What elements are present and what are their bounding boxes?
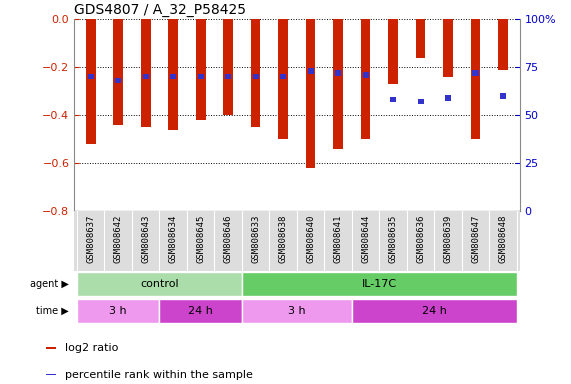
Text: GSM808636: GSM808636 xyxy=(416,214,425,263)
Text: GSM808646: GSM808646 xyxy=(224,214,233,263)
Bar xyxy=(443,19,453,77)
Bar xyxy=(472,70,478,76)
Text: percentile rank within the sample: percentile rank within the sample xyxy=(65,370,252,380)
Bar xyxy=(198,74,204,79)
Bar xyxy=(170,74,176,79)
Bar xyxy=(223,19,233,115)
Bar xyxy=(115,78,122,83)
Bar xyxy=(471,19,480,139)
Bar xyxy=(143,74,149,79)
Bar xyxy=(390,97,396,103)
Bar xyxy=(159,299,242,323)
Bar xyxy=(77,299,159,323)
Bar xyxy=(251,19,260,127)
Text: GSM808640: GSM808640 xyxy=(306,214,315,263)
Text: GSM808648: GSM808648 xyxy=(498,214,508,263)
Text: GSM808637: GSM808637 xyxy=(86,214,95,263)
Text: GSM808641: GSM808641 xyxy=(333,214,343,263)
Text: GSM808645: GSM808645 xyxy=(196,214,205,263)
Bar xyxy=(196,19,206,120)
Text: GSM808638: GSM808638 xyxy=(279,214,288,263)
Bar xyxy=(388,19,398,84)
Bar xyxy=(114,19,123,125)
Bar xyxy=(242,299,352,323)
Text: GSM808633: GSM808633 xyxy=(251,214,260,263)
Bar xyxy=(352,299,517,323)
Bar xyxy=(498,19,508,70)
Text: GSM808647: GSM808647 xyxy=(471,214,480,263)
Bar xyxy=(279,19,288,139)
Bar xyxy=(335,70,341,76)
Text: agent ▶: agent ▶ xyxy=(30,279,69,289)
Text: GSM808635: GSM808635 xyxy=(389,214,397,263)
Bar xyxy=(500,93,506,99)
Bar xyxy=(46,374,56,376)
Bar xyxy=(242,272,517,296)
Text: log2 ratio: log2 ratio xyxy=(65,343,118,353)
Bar xyxy=(306,19,315,168)
Text: GDS4807 / A_32_P58425: GDS4807 / A_32_P58425 xyxy=(74,3,246,17)
Text: GSM808643: GSM808643 xyxy=(141,214,150,263)
Text: 3 h: 3 h xyxy=(288,306,305,316)
Text: GSM808639: GSM808639 xyxy=(444,214,453,263)
Bar xyxy=(87,74,94,79)
Bar xyxy=(416,19,425,58)
Bar xyxy=(333,19,343,149)
Text: control: control xyxy=(140,279,179,289)
Bar xyxy=(417,99,424,104)
Bar xyxy=(280,74,286,79)
Text: 3 h: 3 h xyxy=(110,306,127,316)
Text: 24 h: 24 h xyxy=(188,306,213,316)
Bar xyxy=(141,19,151,127)
Text: time ▶: time ▶ xyxy=(36,306,69,316)
Bar xyxy=(363,72,369,78)
Bar xyxy=(77,272,242,296)
Bar xyxy=(361,19,371,139)
Bar xyxy=(46,347,56,349)
Text: GSM808642: GSM808642 xyxy=(114,214,123,263)
Text: IL-17C: IL-17C xyxy=(362,279,397,289)
Bar xyxy=(308,68,314,74)
Text: 24 h: 24 h xyxy=(422,306,447,316)
Bar xyxy=(168,19,178,130)
Bar xyxy=(445,95,451,101)
Text: GSM808644: GSM808644 xyxy=(361,214,370,263)
Bar xyxy=(225,74,231,79)
Bar xyxy=(252,74,259,79)
Text: GSM808634: GSM808634 xyxy=(168,214,178,263)
Bar xyxy=(86,19,95,144)
